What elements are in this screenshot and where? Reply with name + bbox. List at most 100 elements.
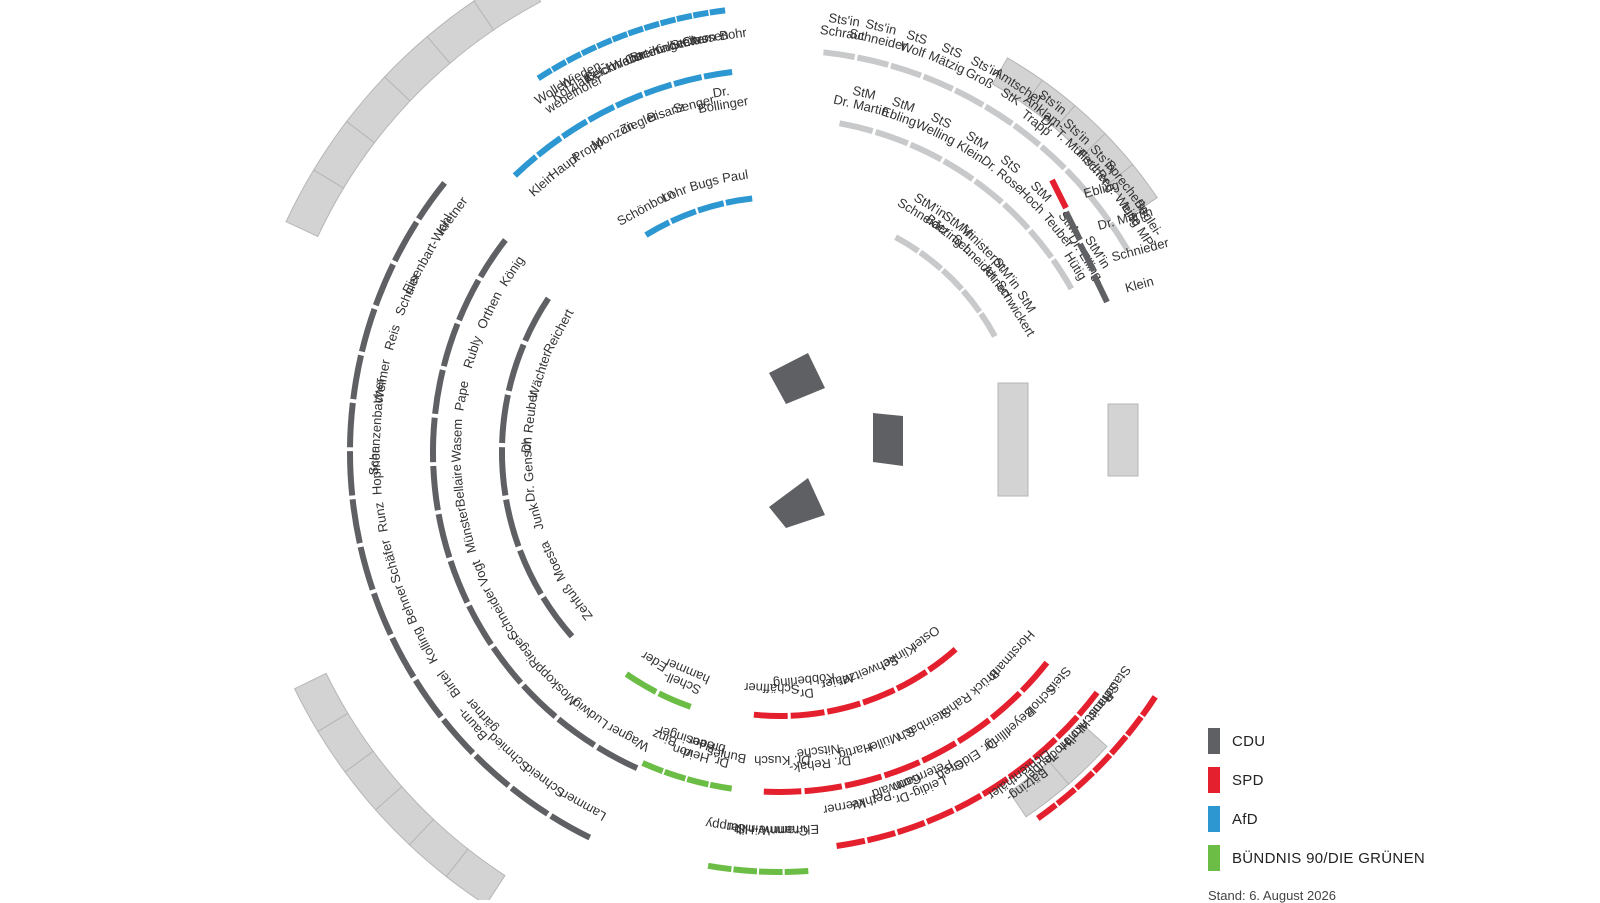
seat-stm-klein <box>942 158 975 182</box>
seat-label-bugs: Bugs <box>688 172 721 195</box>
seat-bisanz <box>643 81 673 97</box>
seat-illing <box>1007 757 1035 780</box>
seat-stm-hoch <box>1002 202 1031 231</box>
seat-vogt <box>447 560 471 604</box>
seat-dr-koebberling <box>790 709 825 719</box>
seat-sts-in-schneider <box>856 54 890 68</box>
seat-koenig <box>477 238 508 279</box>
seat-kallweit <box>659 16 677 27</box>
seat-weber <box>611 31 629 43</box>
seat-stm-ebling <box>874 129 909 147</box>
legend-label-spd: SPD <box>1232 772 1264 789</box>
seat-waechter <box>505 343 527 392</box>
seat-klein <box>512 154 539 178</box>
legend-item-gruene: BÜNDNIS 90/DIE GRÜNEN <box>1208 845 1588 884</box>
seat-dr-reuber <box>499 394 511 444</box>
seat-classen <box>692 9 709 19</box>
seat-haupt <box>536 135 563 158</box>
seat-wieden-hofer <box>565 51 583 64</box>
legend-item-afd: AfD <box>1208 806 1588 845</box>
seat-stm-in-dr-eiling-huetig <box>1050 258 1075 291</box>
seat-schnieder <box>1077 242 1097 273</box>
seat-label-sts-maetzig: StSMätzig <box>926 36 972 77</box>
seat-winkler <box>733 866 758 875</box>
seat-eder <box>624 671 658 695</box>
party-legend: CDU SPD AfD BÜNDNIS 90/DIE GRÜNEN <box>1208 728 1588 884</box>
seat-cramme-hilt <box>758 868 783 876</box>
seat-label-schanzenbacher: Schanzenbacher <box>366 377 387 476</box>
government-bench-block <box>997 382 1029 497</box>
seat-muenster <box>435 513 453 559</box>
seat-label-wasem: Wasem <box>448 419 465 463</box>
seat-label-rahm: Rahm <box>938 689 975 721</box>
seat-label-rubly: Rubly <box>460 333 485 370</box>
seat-reichert <box>522 296 551 343</box>
seat-schneider <box>466 604 494 647</box>
seat-junk <box>503 499 522 548</box>
seat-wagner <box>596 744 639 771</box>
seat-label-sts-welling: StSWelling <box>913 104 963 148</box>
seat-scholz <box>1055 714 1080 740</box>
seat-stein <box>1076 690 1100 717</box>
seat-label-schaefer: Schäfer <box>377 537 404 585</box>
seat-sts-dr-rose <box>973 178 1004 205</box>
seat-reis <box>358 308 378 353</box>
seat-propp <box>561 118 589 140</box>
seat-sts-in-fischer <box>1064 167 1091 196</box>
seat-label-schaeffner: Schäffner <box>743 680 800 697</box>
seat-sprecherin-lreg-weise <box>1087 193 1112 223</box>
seat-ahnen <box>1092 752 1113 774</box>
seat-label-stuppy: Stuppy <box>704 816 747 837</box>
seat-maier <box>826 700 862 715</box>
seat-dr-gottwald <box>896 820 926 836</box>
seat-leidig-petermann <box>925 807 955 825</box>
seat-rows: KretnerEisenbart-WahlSchulerReisWeimerSc… <box>346 7 1171 876</box>
seat-label-vogt: Vogt <box>468 558 492 588</box>
seat-sts-wolf <box>890 62 923 79</box>
gov-r2-row: StM'inSchneiderStM'inBätzing-L.Ministerp… <box>894 190 1039 339</box>
seat-stm-dr-martin <box>838 120 874 134</box>
speaker-desk-bottom <box>769 478 825 528</box>
seat-label-paul: Paul <box>721 167 749 186</box>
seat-schmitt <box>1125 715 1144 737</box>
seat-lohr <box>670 208 697 225</box>
spd-inner-row: SchäffnerDr.KöbberlingMaierSchweitzerKli… <box>743 623 958 720</box>
seat-weimer <box>350 354 364 400</box>
lower-left-seat-block <box>293 672 349 733</box>
seat-monzon <box>587 104 616 123</box>
seat-stm-schwickert <box>978 311 998 338</box>
president-desk <box>873 413 903 466</box>
seat-beyer <box>1032 737 1058 761</box>
seat-kelch <box>580 44 598 57</box>
legend-label-cdu: CDU <box>1232 733 1266 750</box>
seat-sts-welling <box>909 141 943 163</box>
seat-schuler <box>372 263 396 307</box>
seat-label-hopfner: Hopfner <box>367 448 384 496</box>
seat-bugs <box>697 200 725 214</box>
seat-hartig <box>844 773 883 789</box>
seat-hopfner <box>346 451 356 496</box>
seat-birtel <box>413 678 444 719</box>
seat-label-muenster: Münster <box>453 505 479 555</box>
seat-ehmann <box>784 868 809 875</box>
seat-label-reis: Reis <box>381 322 403 352</box>
seat-wollen-weber <box>536 67 553 81</box>
seat-s-mueller <box>883 759 921 779</box>
seat-rubly <box>440 322 461 367</box>
seat-label-orthen: Orthen <box>474 289 505 331</box>
seat-schell-hammer <box>657 690 692 710</box>
seat-ministerpr-schneider <box>940 268 964 292</box>
seat-eisenbart-wahl <box>392 220 420 263</box>
seat-stm-teuber <box>1027 228 1054 260</box>
seat-stm-in-schneider <box>894 234 921 254</box>
seat-label-reichert: Reichert <box>540 306 577 356</box>
seat-oster <box>927 646 958 673</box>
seat-wasem <box>429 417 438 463</box>
seat-sts-in-anklam-trapp <box>1012 122 1042 148</box>
seat-von-heusinger <box>663 768 687 782</box>
seat-label-behner: Behner <box>390 582 420 627</box>
seat-label-pape: Pape <box>451 380 471 413</box>
